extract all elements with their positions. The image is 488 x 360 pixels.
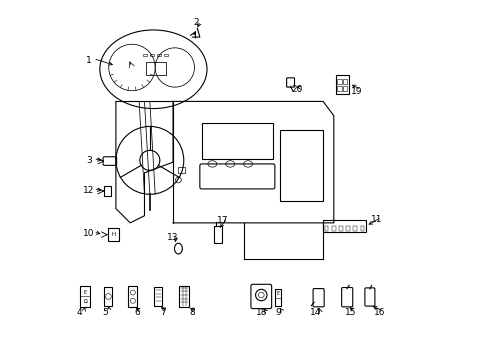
Text: 19: 19 [350, 87, 362, 96]
Text: 3: 3 [86, 156, 92, 165]
Text: 18: 18 [255, 309, 266, 318]
Bar [331, 226, 335, 231]
Text: 10: 10 [83, 229, 95, 238]
Bar [154, 287, 162, 306]
Bar [104, 186, 111, 196]
Bar [214, 226, 222, 243]
Bar [324, 226, 328, 231]
Text: 16: 16 [373, 309, 385, 318]
Text: 11: 11 [370, 215, 382, 224]
Text: 13: 13 [166, 233, 178, 242]
Bar [164, 54, 168, 56]
Bar [337, 79, 341, 84]
Text: 1: 1 [86, 56, 92, 65]
Bar [274, 289, 281, 306]
Bar [342, 86, 346, 91]
Text: 17: 17 [217, 216, 228, 225]
Text: 14: 14 [309, 309, 321, 318]
Bar [128, 286, 137, 307]
Text: 12: 12 [83, 186, 95, 195]
Text: 6: 6 [134, 309, 140, 318]
Bar [353, 226, 356, 231]
Text: 8: 8 [189, 309, 195, 318]
Text: 2: 2 [193, 18, 199, 27]
Bar [157, 54, 161, 56]
Bar [178, 167, 184, 173]
Bar [146, 62, 165, 75]
Bar [342, 79, 346, 84]
Text: 5: 5 [102, 309, 108, 318]
Bar [108, 228, 119, 241]
Text: 9: 9 [275, 309, 281, 318]
Text: E: E [83, 290, 86, 295]
Bar [149, 54, 154, 56]
Bar [335, 75, 348, 94]
Text: 20: 20 [291, 85, 303, 94]
Text: H: H [111, 232, 115, 237]
Bar [339, 226, 342, 231]
Bar [80, 286, 90, 307]
Bar [201, 123, 272, 158]
Bar [323, 220, 365, 232]
Bar [337, 86, 341, 91]
Bar [346, 226, 349, 231]
Bar [360, 226, 364, 231]
Text: Ω: Ω [83, 299, 87, 304]
Bar [179, 286, 189, 307]
Text: 4: 4 [77, 309, 82, 318]
Text: 7: 7 [160, 309, 165, 318]
Bar [142, 54, 147, 56]
Bar [104, 287, 112, 306]
Text: 15: 15 [344, 309, 356, 318]
Text: E: E [276, 291, 279, 296]
Bar [280, 130, 323, 202]
